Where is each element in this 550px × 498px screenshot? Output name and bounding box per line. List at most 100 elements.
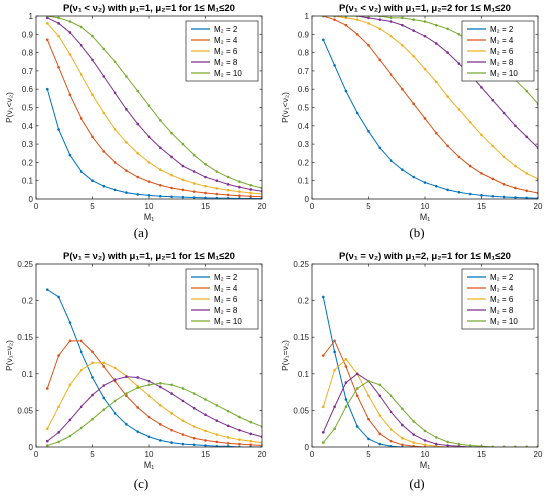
data-point xyxy=(389,439,393,443)
data-point xyxy=(412,433,415,436)
data-point xyxy=(446,440,449,444)
data-point xyxy=(46,427,49,430)
data-point xyxy=(159,119,162,122)
data-point xyxy=(367,379,370,383)
data-point xyxy=(102,75,106,78)
data-point xyxy=(401,436,404,440)
data-point xyxy=(412,175,415,179)
x-tick-label: 0 xyxy=(310,202,315,211)
series-group xyxy=(322,379,538,447)
x-tick-label: 20 xyxy=(258,202,267,211)
y-tick-label: 0.5 xyxy=(298,104,310,113)
y-axis-label: P(ν₁<ν₂) xyxy=(4,92,14,123)
data-point xyxy=(46,444,49,447)
data-point xyxy=(181,433,185,436)
y-tick-label: 1 xyxy=(305,12,310,21)
x-axis-label: M₁ xyxy=(420,212,431,222)
data-point xyxy=(113,378,117,381)
data-point xyxy=(238,428,241,432)
axes-box xyxy=(311,263,539,448)
data-point xyxy=(215,192,219,196)
data-point xyxy=(389,159,393,162)
data-point xyxy=(68,93,72,96)
data-point xyxy=(79,350,83,354)
data-point xyxy=(226,188,230,192)
data-point xyxy=(204,184,207,188)
data-point xyxy=(192,170,196,173)
data-point xyxy=(322,38,325,42)
data-point xyxy=(147,180,151,183)
data-point xyxy=(457,62,461,65)
data-point xyxy=(378,414,382,417)
data-point xyxy=(249,439,252,443)
data-point xyxy=(147,415,151,419)
data-point xyxy=(249,197,252,199)
caption-d: (d) xyxy=(409,476,425,491)
data-point xyxy=(192,436,196,440)
data-point xyxy=(226,175,230,179)
data-point xyxy=(525,172,528,175)
legend-label: M₂ = 2 xyxy=(214,25,238,34)
data-point xyxy=(125,140,128,144)
data-point xyxy=(238,194,241,198)
y-tick-label: 0.8 xyxy=(22,49,34,58)
data-point xyxy=(355,111,359,115)
chart-svg: P(ν₁ = ν₂) with μ₁=1, μ₂=1 for 1≤ M₁≤20 0… xyxy=(4,251,267,470)
data-point xyxy=(102,396,106,400)
data-point xyxy=(192,406,196,410)
data-point xyxy=(344,357,348,361)
data-point xyxy=(79,368,83,372)
data-point xyxy=(46,87,49,91)
data-point xyxy=(170,412,173,415)
data-point xyxy=(480,444,483,447)
data-point xyxy=(333,64,336,67)
data-point xyxy=(215,187,219,190)
data-point xyxy=(238,190,241,193)
data-point xyxy=(480,133,483,137)
legend-label: M₂ = 10 xyxy=(490,317,518,326)
series-line xyxy=(322,39,538,199)
y-tick-label: 0.6 xyxy=(298,85,310,94)
data-point xyxy=(238,185,241,189)
data-point xyxy=(68,418,72,422)
data-point xyxy=(125,375,128,379)
y-axis-label: P(ν₁<ν₂) xyxy=(280,92,290,123)
data-point xyxy=(514,186,517,190)
data-point xyxy=(491,144,495,148)
data-point xyxy=(181,419,185,422)
data-point xyxy=(159,168,162,172)
chart-title: P(ν₁ < ν₂) with μ₁=1, μ₂=1 for 1≤ M₁≤20 xyxy=(63,3,235,14)
data-point xyxy=(238,415,241,419)
data-point xyxy=(136,89,139,93)
data-point xyxy=(333,427,336,430)
data-point xyxy=(125,392,128,395)
data-point xyxy=(412,420,415,423)
data-point xyxy=(446,144,449,148)
data-point xyxy=(204,191,207,195)
data-point xyxy=(238,197,241,199)
data-point xyxy=(204,429,207,433)
y-tick-label: 0.9 xyxy=(22,30,34,39)
data-point xyxy=(514,124,517,128)
data-point xyxy=(333,339,336,343)
x-tick-label: 5 xyxy=(90,450,95,459)
data-point xyxy=(181,142,185,146)
data-point xyxy=(491,194,495,198)
y-tick-label: 0.3 xyxy=(298,140,310,149)
data-point xyxy=(468,120,472,124)
x-tick-label: 5 xyxy=(366,450,371,459)
data-point xyxy=(367,22,370,25)
chart-svg: P(ν₁ = ν₂) with μ₁=2, μ₂=1 for 1≤ M₁≤20 0… xyxy=(280,251,543,470)
data-point xyxy=(389,20,393,23)
data-point xyxy=(192,196,196,199)
legend-label: M₂ = 8 xyxy=(214,58,238,67)
data-point xyxy=(401,16,404,20)
data-point xyxy=(378,442,382,446)
data-point xyxy=(79,339,83,343)
series-group xyxy=(46,16,262,190)
y-tick-label: 0 xyxy=(29,195,34,204)
data-point xyxy=(238,180,241,183)
data-point xyxy=(412,29,415,32)
data-point xyxy=(322,295,325,299)
series-line xyxy=(46,362,262,444)
